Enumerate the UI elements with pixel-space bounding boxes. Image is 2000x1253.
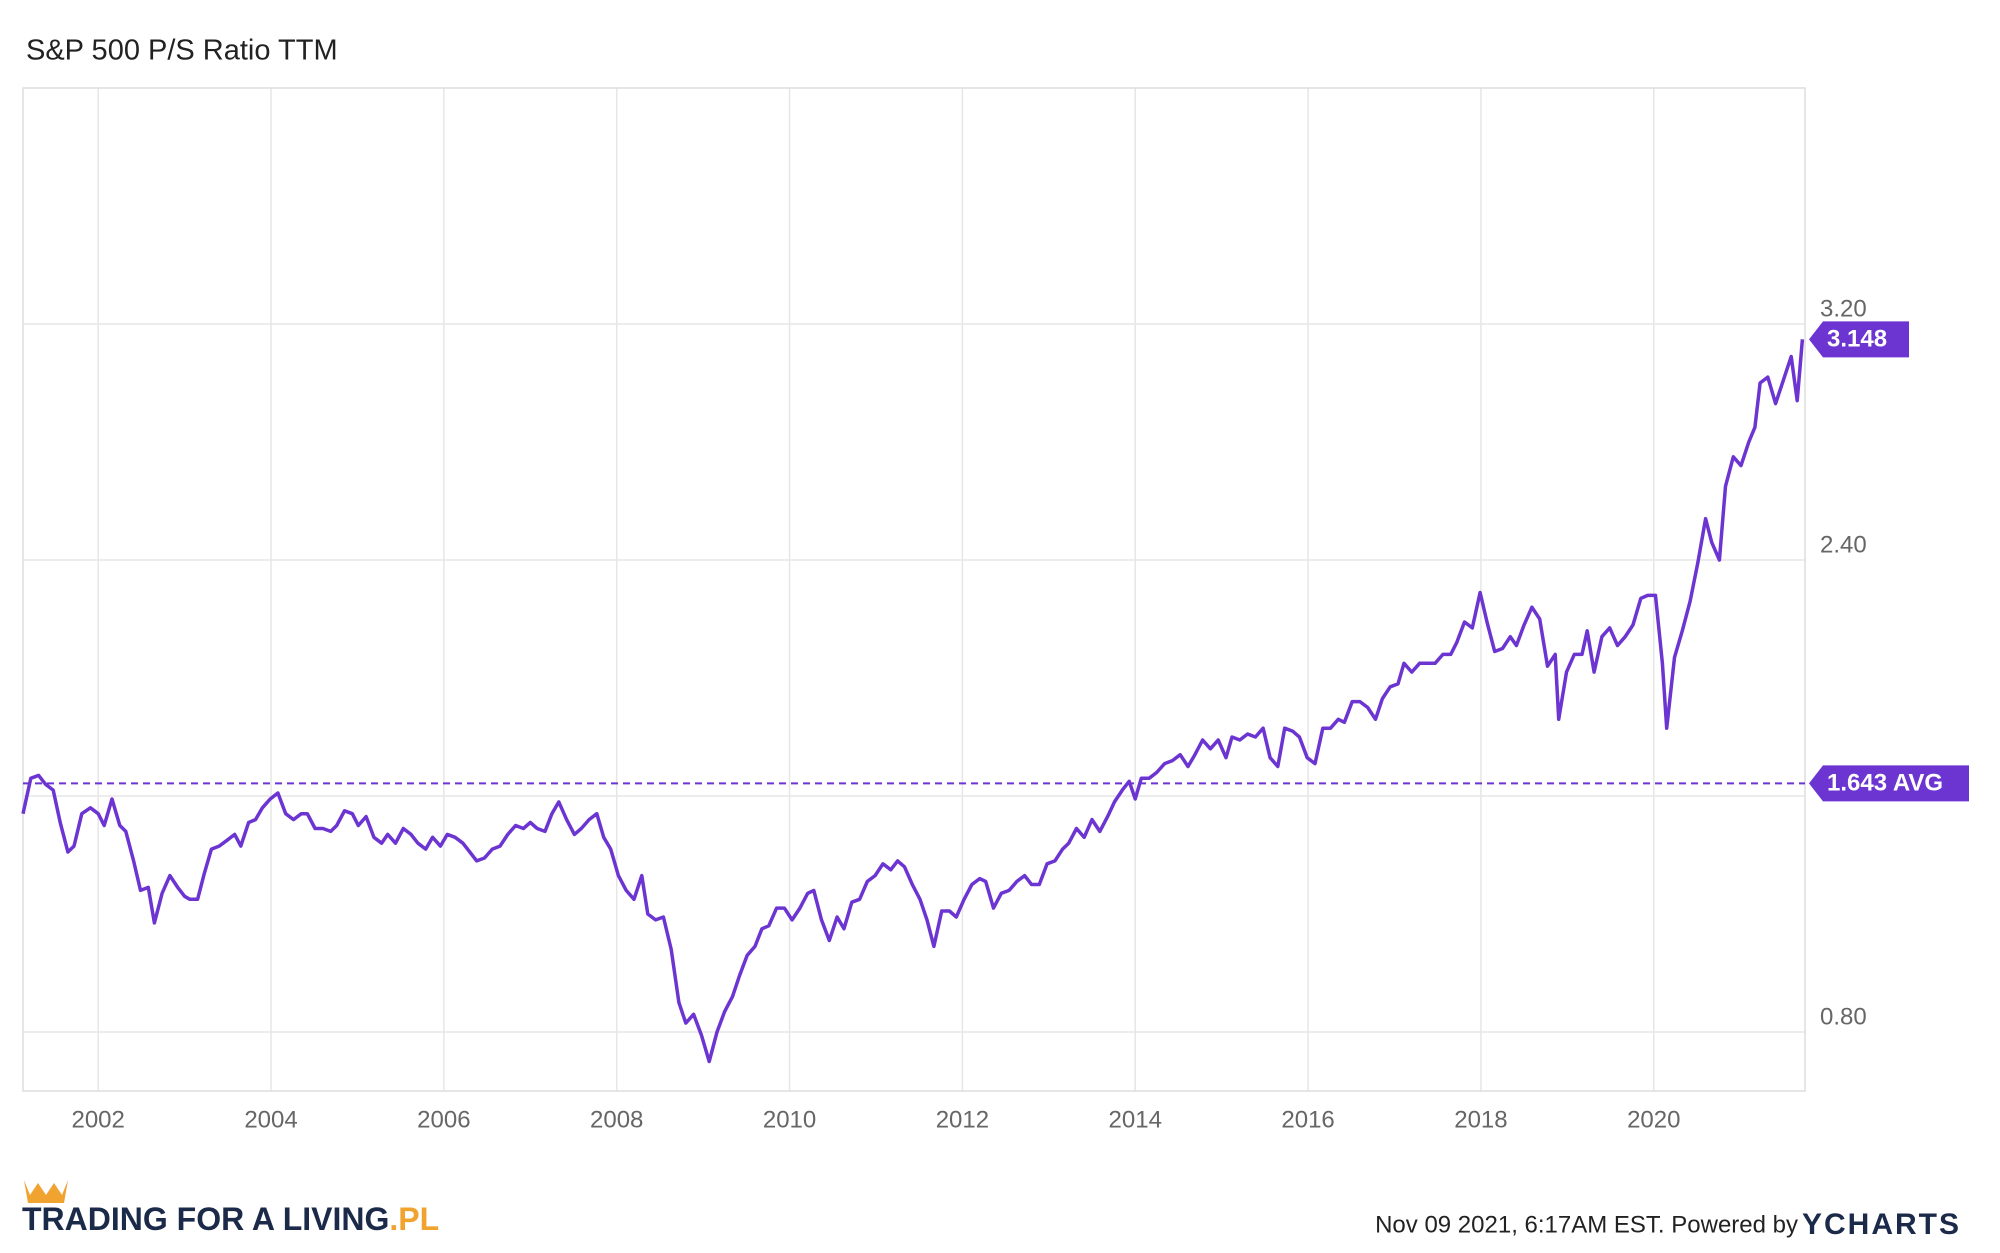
logo-crown <box>24 1180 68 1203</box>
x-tick-label: 2008 <box>590 1106 643 1133</box>
x-tick-label: 2012 <box>936 1106 989 1133</box>
x-tick-label: 2018 <box>1454 1106 1507 1133</box>
x-tick-label: 2002 <box>71 1106 124 1133</box>
plot-frame <box>22 87 1806 1092</box>
logo-suffix: .PL <box>389 1201 439 1237</box>
x-tick-label: 2014 <box>1109 1106 1162 1133</box>
x-tick-label: 2010 <box>763 1106 816 1133</box>
last-value-label: 3.148 <box>1827 326 1887 353</box>
logo: TRADING FOR A LIVING.PL <box>22 1201 439 1237</box>
y-tick-label: 0.80 <box>1820 1003 1867 1030</box>
y-tick-label: 2.40 <box>1820 531 1867 558</box>
x-tick-label: 2006 <box>417 1106 470 1133</box>
grid <box>23 88 1805 1091</box>
x-tick-label: 2016 <box>1281 1106 1334 1133</box>
brand: YCHARTS <box>1802 1208 1961 1241</box>
x-tick-label: 2004 <box>244 1106 297 1133</box>
plot <box>21 339 1805 1064</box>
footer-logo: TRADING FOR A LIVING.PL <box>22 1180 439 1237</box>
x-tick-label: 2020 <box>1627 1106 1680 1133</box>
chart-title: S&P 500 P/S Ratio TTM <box>26 35 338 67</box>
last-value-badge <box>1809 321 1909 358</box>
y-tick-label: 3.20 <box>1820 295 1867 322</box>
average-label: 1.643 AVG <box>1827 770 1943 797</box>
series-line <box>21 339 1805 1064</box>
timestamp: Nov 09 2021, 6:17AM EST. Powered by <box>1375 1211 1798 1238</box>
average-badge <box>1809 765 1969 802</box>
logo-text: TRADING FOR A LIVING <box>22 1201 389 1237</box>
